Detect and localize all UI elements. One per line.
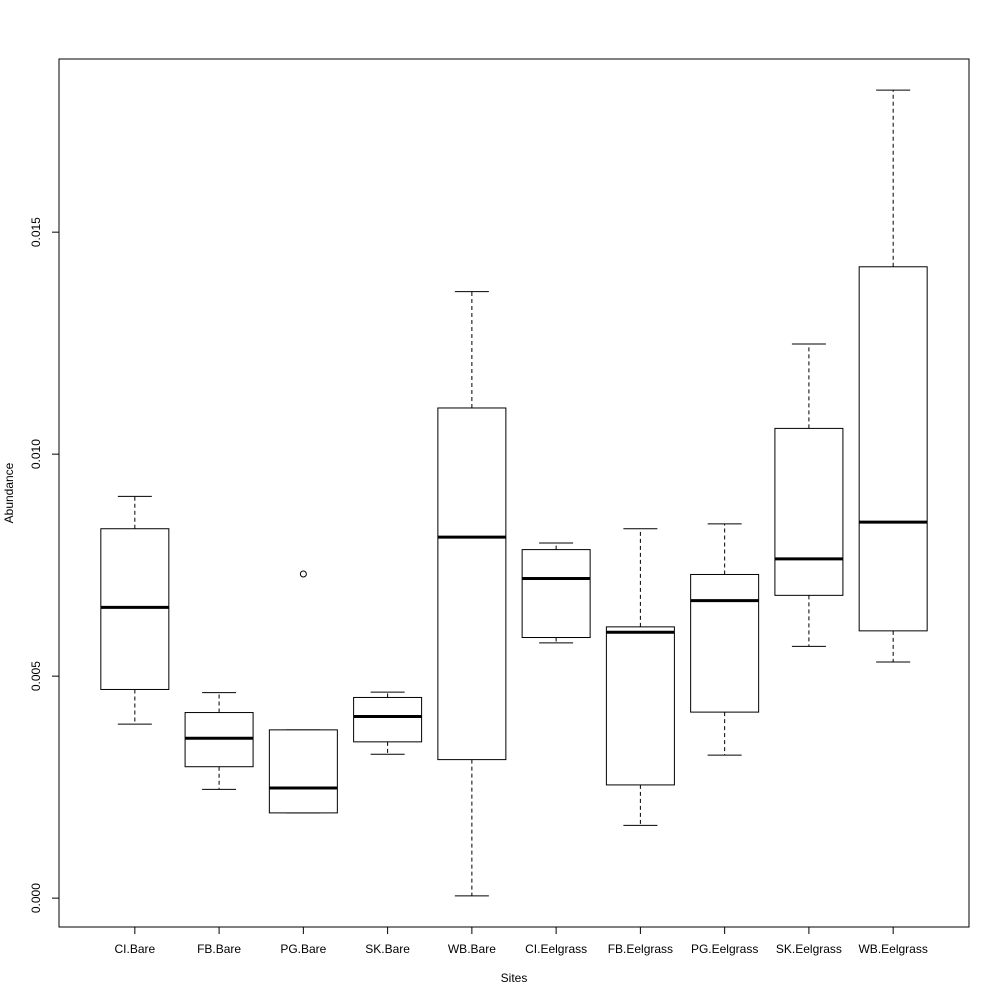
box-iqr <box>774 427 844 596</box>
y-tick-label: 0.000 <box>29 883 43 913</box>
box-group <box>268 570 338 814</box>
box-iqr <box>437 407 507 761</box>
outlier-point <box>299 570 307 578</box>
plot-frame <box>58 58 970 928</box>
box-group <box>353 691 423 755</box>
boxes-layer <box>100 89 928 897</box>
x-tick-label: FB.Bare <box>197 942 241 956</box>
box-group <box>184 692 254 790</box>
box-iqr <box>605 626 675 786</box>
x-tick-label: PG.Bare <box>280 942 326 956</box>
y-tick-label: 0.010 <box>29 439 43 469</box>
x-axis: CI.Bare FB.Bare PG.Bare SK.Bare WB.Bare CI.Ee… <box>114 927 928 956</box>
x-tick-label: SK.Eelgrass <box>776 942 842 956</box>
box-group <box>437 291 507 897</box>
x-tick-label: CI.Eelgrass <box>525 942 587 956</box>
box-iqr <box>100 528 170 690</box>
box-group <box>605 528 675 826</box>
y-axis: 0.000 0.005 0.010 0.015 <box>29 217 59 913</box>
y-tick-label: 0.015 <box>29 217 43 247</box>
box-iqr <box>268 729 338 814</box>
box-iqr <box>858 266 928 632</box>
box-group <box>858 89 928 663</box>
x-tick-label: WB.Bare <box>448 942 496 956</box>
x-tick-label: PG.Eelgrass <box>691 942 758 956</box>
x-tick-label: WB.Eelgrass <box>858 942 927 956</box>
x-axis-label: Sites <box>501 971 528 985</box>
box-iqr <box>521 549 591 639</box>
box-group <box>690 523 760 756</box>
x-tick-label: SK.Bare <box>365 942 410 956</box>
x-tick-label: FB.Eelgrass <box>608 942 673 956</box>
box-group <box>100 495 170 725</box>
x-tick-label: CI.Bare <box>114 942 155 956</box>
box-iqr <box>353 696 423 743</box>
box-group <box>521 542 591 644</box>
box-iqr <box>690 573 760 713</box>
y-axis-label: Abundance <box>2 462 16 523</box>
y-tick-label: 0.005 <box>29 661 43 691</box>
box-group <box>774 343 844 647</box>
